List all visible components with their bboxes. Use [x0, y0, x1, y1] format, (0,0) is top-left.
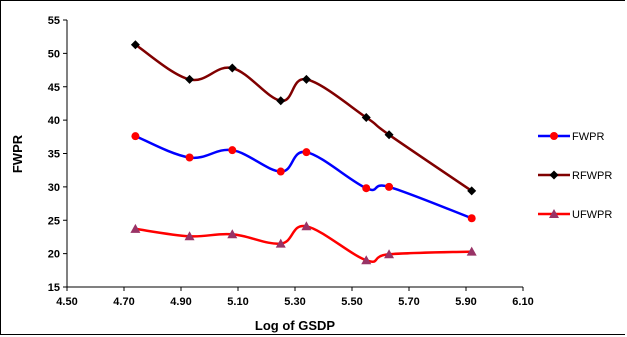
data-point-rfwpr — [384, 130, 394, 140]
data-point-ufwpr — [130, 223, 141, 233]
data-point-fwpr — [276, 167, 285, 176]
data-point-fwpr — [385, 182, 394, 191]
data-point-fwpr — [131, 132, 140, 141]
x-tick-label: 4.50 — [56, 296, 77, 308]
series-fwpr — [131, 132, 476, 223]
legend-item-ufwpr: UFWPR — [538, 209, 612, 221]
data-point-ufwpr — [184, 231, 195, 241]
x-tick-label: 4.70 — [113, 296, 134, 308]
data-point-rfwpr — [301, 74, 311, 84]
axes: 15 20 25 30 35 40 45 50 55 4.50 4.70 4.90 5.10 5.30 5.… — [48, 15, 534, 308]
series-ufwpr — [130, 221, 477, 265]
legend-swatch-marker — [550, 132, 558, 140]
y-tick-label: 15 — [48, 282, 60, 294]
series-layer — [130, 40, 477, 265]
legend-label: UFWPR — [572, 209, 612, 221]
x-tick-label: 5.50 — [341, 296, 362, 308]
series-line-rfwpr — [134, 43, 473, 192]
legend-label: FWPR — [572, 131, 604, 143]
legend-item-rfwpr: RFWPR — [538, 170, 612, 182]
x-tick-label: 4.90 — [170, 296, 191, 308]
data-point-rfwpr — [130, 40, 140, 50]
legend-swatch-marker — [549, 209, 559, 218]
legend-item-fwpr: FWPR — [538, 131, 604, 143]
data-point-fwpr — [362, 184, 371, 193]
legend: FWPR RFWPR UFWPR — [538, 131, 612, 221]
data-point-ufwpr — [301, 221, 312, 231]
data-point-fwpr — [302, 148, 311, 157]
data-point-fwpr — [228, 146, 237, 155]
data-point-rfwpr — [227, 63, 237, 73]
data-point-ufwpr — [466, 246, 477, 256]
data-point-ufwpr — [384, 249, 395, 259]
y-tick-label: 35 — [48, 149, 60, 161]
legend-label: RFWPR — [572, 170, 612, 182]
y-tick-label: 25 — [48, 215, 60, 227]
x-tick-label: 6.10 — [512, 296, 533, 308]
y-tick-label: 20 — [48, 249, 60, 261]
data-point-fwpr — [185, 153, 194, 162]
x-tick-label: 5.90 — [455, 296, 476, 308]
y-axis-title: FWPR — [10, 134, 25, 173]
x-tick-label: 5.70 — [398, 296, 419, 308]
y-tick-label: 45 — [48, 82, 60, 94]
data-point-fwpr — [467, 214, 476, 223]
data-point-rfwpr — [361, 112, 371, 122]
series-line-fwpr — [134, 134, 473, 220]
y-tick-label: 55 — [48, 15, 60, 27]
data-point-ufwpr — [275, 238, 286, 248]
data-point-rfwpr — [185, 74, 195, 84]
data-point-rfwpr — [467, 186, 477, 196]
x-tick-label: 5.10 — [227, 296, 248, 308]
data-point-rfwpr — [276, 96, 286, 106]
data-point-ufwpr — [227, 229, 238, 239]
y-tick-label: 40 — [48, 115, 60, 127]
y-tick-label: 50 — [48, 48, 60, 60]
data-point-ufwpr — [361, 255, 372, 265]
series-line-ufwpr — [135, 224, 472, 263]
legend-swatch-marker — [549, 170, 559, 180]
series-rfwpr — [130, 40, 477, 196]
x-tick-label: 5.30 — [284, 296, 305, 308]
x-axis-title: Log of GSDP — [255, 318, 335, 333]
y-tick-label: 30 — [48, 182, 60, 194]
